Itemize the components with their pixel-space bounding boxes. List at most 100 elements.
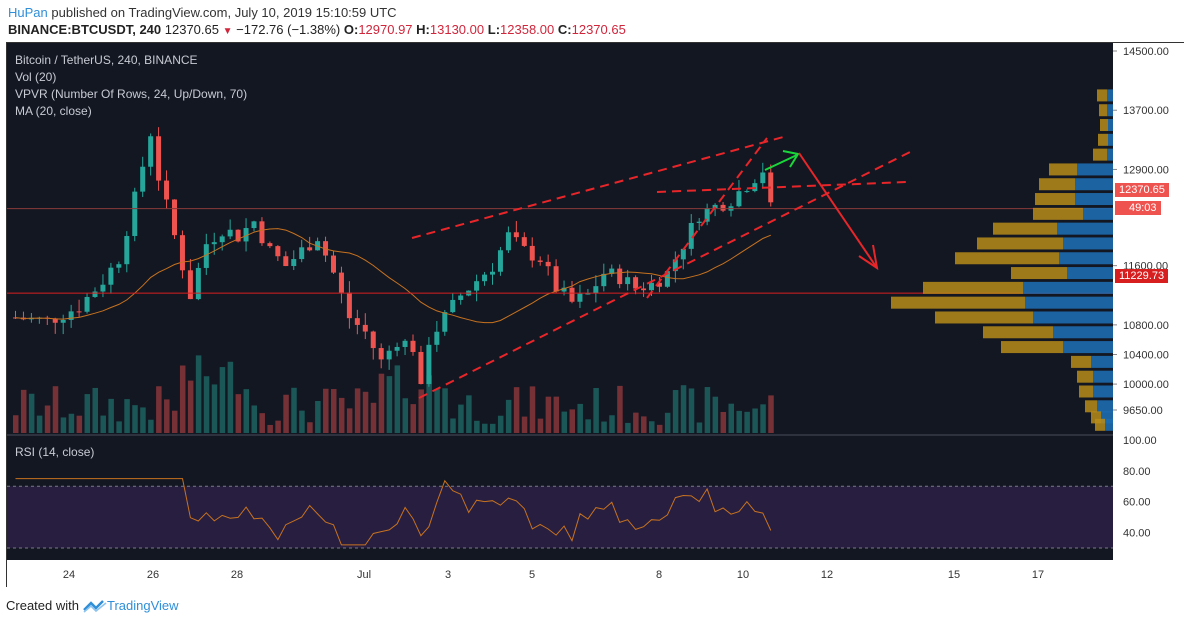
vp-up-bar: [1063, 341, 1113, 354]
tradingview-logo-icon: [83, 599, 107, 613]
candle-body: [100, 284, 106, 292]
candle-body: [362, 324, 368, 332]
green-arrow-line: [764, 154, 798, 171]
candle-body: [148, 136, 154, 167]
chart-canvas[interactable]: 14500.0013700.0012900.0011600.0010800.00…: [7, 43, 1185, 588]
close-value: 12370.65: [571, 22, 626, 37]
volume-bar: [426, 375, 432, 433]
volume-bar: [386, 376, 393, 433]
candle-body: [497, 250, 503, 272]
volume-bar: [132, 405, 138, 433]
candle-body: [601, 273, 607, 287]
volume-bar: [704, 387, 711, 433]
volume-bar: [561, 411, 568, 433]
volume-bar: [466, 395, 472, 433]
rsi-tick-label: 80.00: [1123, 466, 1151, 478]
candle-body: [704, 208, 710, 222]
volume-bar: [259, 413, 265, 433]
vp-up-bar: [1077, 163, 1113, 176]
candle-body: [275, 246, 281, 257]
vp-up-bar: [1107, 104, 1113, 117]
candle-body: [609, 268, 615, 274]
candle-body: [52, 318, 58, 323]
breakout-line: [656, 181, 908, 193]
candle-body: [474, 281, 480, 291]
vp-down-bar: [935, 311, 1033, 324]
candle-body: [458, 295, 464, 300]
volume-bar: [505, 399, 512, 433]
volume-bar: [108, 398, 114, 433]
legend-vpvr: VPVR (Number Of Rows, 24, Up/Down, 70): [15, 87, 248, 101]
volume-bar: [402, 398, 409, 433]
candle-body: [283, 256, 289, 267]
volume-bar: [116, 421, 122, 433]
volume-bar: [553, 396, 560, 433]
vp-up-bar: [1108, 119, 1113, 132]
volume-bar: [585, 419, 591, 433]
volume-bar: [172, 410, 178, 433]
volume-bar: [434, 389, 440, 433]
volume-bar: [378, 373, 385, 433]
candle-body: [672, 259, 678, 272]
candle-body: [346, 292, 352, 319]
volume-bar: [696, 422, 703, 433]
volume-bar: [680, 385, 687, 433]
author-name[interactable]: HuPan: [8, 5, 48, 20]
vp-up-bar: [1107, 148, 1113, 161]
volume-bar: [656, 424, 663, 433]
time-tick-label: 26: [147, 569, 159, 581]
candle-body: [537, 260, 543, 262]
volume-bar: [760, 404, 766, 433]
time-tick-label: 28: [231, 569, 243, 581]
volume-bar: [354, 388, 361, 433]
candle-body: [680, 248, 686, 260]
volume-bar: [625, 422, 631, 433]
volume-bar: [450, 418, 456, 433]
candle-body: [545, 261, 551, 267]
volume-bar: [688, 388, 695, 433]
vp-down-bar: [1079, 385, 1093, 398]
vp-up-bar: [1107, 89, 1113, 102]
volume-bar: [275, 420, 281, 433]
brand-label: TradingView: [106, 598, 179, 613]
tradingview-brand[interactable]: TradingView: [83, 598, 179, 613]
volume-bar: [283, 394, 289, 433]
volume-bar: [36, 415, 43, 433]
volume-bar: [331, 389, 337, 433]
vp-down-bar: [1077, 370, 1093, 383]
candle-body: [60, 319, 66, 323]
volume-bar: [84, 394, 91, 433]
vp-down-bar: [1091, 411, 1101, 424]
candle-body: [442, 312, 448, 332]
volume-bar: [664, 412, 671, 433]
volume-bar: [148, 419, 154, 433]
created-with-text: Created with: [6, 598, 79, 613]
chart-area[interactable]: 14500.00 13700.00 12900.00 11600.00 10800.00…: [6, 42, 1185, 588]
volume-bar: [179, 365, 186, 433]
vp-down-bar: [1049, 163, 1077, 176]
vp-up-bar: [1075, 193, 1113, 206]
volume-bar: [68, 413, 75, 433]
candle-body: [386, 350, 392, 360]
candle-body: [140, 166, 146, 192]
volume-bar: [752, 408, 758, 433]
candle-body: [84, 296, 90, 312]
candle-body: [203, 244, 209, 268]
last-price-tag: 12370.65: [1115, 183, 1169, 197]
candle-body: [482, 274, 488, 282]
price-tick-label: 9650.00: [1123, 405, 1163, 417]
vp-down-bar: [983, 326, 1053, 339]
volume-bar: [140, 407, 146, 433]
vp-up-bar: [1033, 311, 1113, 324]
candle-body: [736, 191, 742, 207]
volume-bar: [20, 389, 27, 433]
volume-bar: [720, 411, 727, 433]
volume-bar: [513, 387, 520, 433]
vp-down-bar: [1039, 178, 1075, 191]
channel-upper-line: [411, 135, 788, 239]
vp-down-bar: [1011, 267, 1067, 280]
volume-bar: [768, 395, 774, 433]
volume-bar: [672, 390, 679, 433]
volume-bar: [60, 417, 67, 433]
candle-body: [219, 236, 225, 243]
